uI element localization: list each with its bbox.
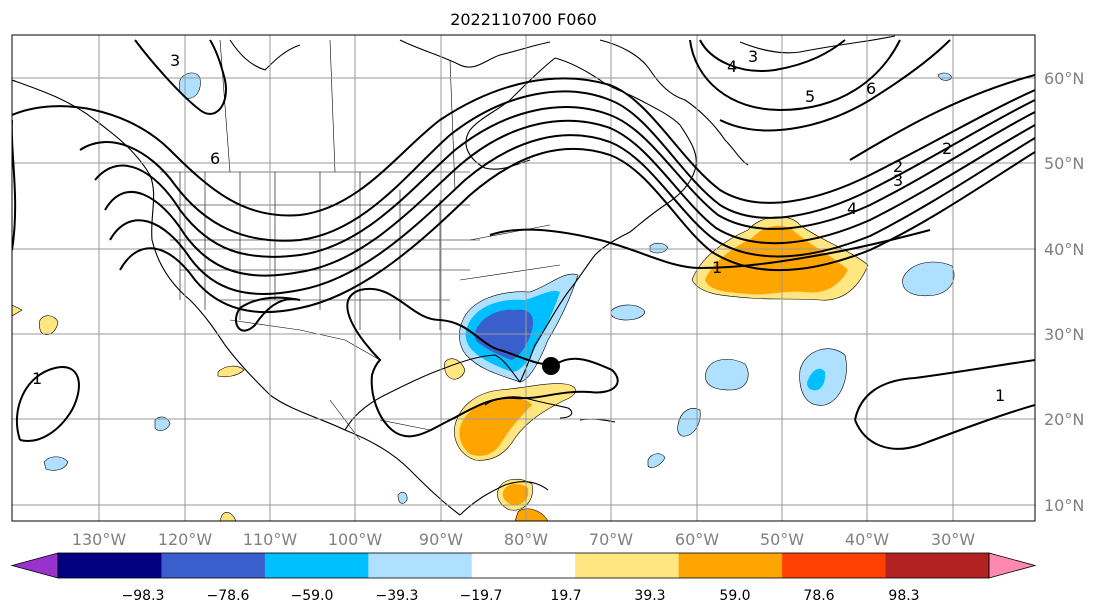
negative-anomaly-atlantic-east bbox=[902, 261, 955, 297]
negative-anomaly-florida-core bbox=[474, 309, 534, 360]
positive-anomaly-atlantic-core bbox=[705, 225, 848, 295]
contour-label: 1 bbox=[995, 386, 1005, 405]
colorbar-segment bbox=[58, 553, 162, 578]
colorbar-segment bbox=[471, 553, 576, 578]
contour-labels: 3 6 4 3 5 6 2 2 3 4 1 1 1 bbox=[32, 47, 1005, 405]
positive-anomaly-small-6 bbox=[219, 512, 237, 521]
contour-label: 5 bbox=[805, 87, 815, 106]
lon-label: 100°W bbox=[328, 530, 383, 549]
colorbar-tick-label: 19.7 bbox=[550, 588, 581, 604]
lat-label: 20°N bbox=[1044, 410, 1084, 429]
lon-label: 130°W bbox=[72, 530, 127, 549]
colorbar-tick-label: 78.6 bbox=[803, 588, 834, 604]
colorbar-segment bbox=[368, 553, 473, 578]
colorbar-tick-label: −19.7 bbox=[460, 588, 503, 604]
colorbar-tick-label: 39.3 bbox=[634, 588, 665, 604]
contour-label: 3 bbox=[170, 51, 180, 70]
colorbar-segment bbox=[885, 553, 990, 578]
map-frame bbox=[11, 34, 1036, 522]
negative-anomaly-small-8 bbox=[397, 491, 408, 504]
colorbar bbox=[10, 552, 1037, 579]
lon-label: 90°W bbox=[419, 530, 463, 549]
colorbar-segment bbox=[161, 553, 266, 578]
negative-anomaly-small-2 bbox=[649, 242, 669, 254]
colorbar-tick-label: 98.3 bbox=[888, 588, 919, 604]
lon-label: 30°W bbox=[931, 530, 975, 549]
colorbar-tick-label: −98.3 bbox=[122, 588, 165, 604]
colorbar-extend-low bbox=[10, 552, 59, 579]
colorbar-tick-label: −39.3 bbox=[376, 588, 419, 604]
colorbar-segment bbox=[264, 553, 369, 578]
lon-label: 50°W bbox=[760, 530, 804, 549]
height-contours bbox=[12, 39, 1035, 450]
contour-label: 4 bbox=[727, 57, 737, 76]
contour-label: 6 bbox=[210, 149, 220, 168]
colorbar-tick-label: −78.6 bbox=[207, 588, 250, 604]
colorbar-tick-labels: −98.3 −78.6 −59.0 −39.3 −19.7 19.7 39.3 … bbox=[122, 588, 920, 604]
contour-label: 4 bbox=[847, 199, 857, 218]
lat-label: 40°N bbox=[1044, 240, 1084, 259]
latitude-labels: 60°N 50°N 40°N 30°N 20°N 10°N bbox=[1044, 69, 1084, 515]
positive-anomaly-small-5 bbox=[12, 304, 23, 317]
colorbar-segment bbox=[782, 553, 887, 578]
colorbar-tick-label: 59.0 bbox=[719, 588, 750, 604]
lon-label: 40°W bbox=[845, 530, 889, 549]
contour-label: 2 bbox=[893, 157, 903, 176]
lat-label: 10°N bbox=[1044, 496, 1084, 515]
lon-label: 110°W bbox=[243, 530, 298, 549]
contour-label: 1 bbox=[32, 369, 42, 388]
lon-label: 70°W bbox=[589, 530, 633, 549]
lat-label: 50°N bbox=[1044, 154, 1084, 173]
negative-anomaly-atlantic-mid bbox=[705, 359, 749, 391]
colorbar-segment bbox=[575, 553, 680, 578]
lon-label: 80°W bbox=[504, 530, 548, 549]
colorbar-extend-high bbox=[988, 552, 1037, 579]
colorbar-frame bbox=[57, 552, 990, 579]
positive-anomaly-small-7 bbox=[514, 508, 549, 521]
negative-anomaly-small-6 bbox=[154, 416, 171, 431]
contour-label: 6 bbox=[866, 79, 876, 98]
negative-anomaly-small-3 bbox=[677, 408, 701, 437]
contour-label: 3 bbox=[893, 171, 903, 190]
contour-label: 1 bbox=[712, 258, 722, 277]
lat-label: 60°N bbox=[1044, 69, 1084, 88]
negative-anomaly-small-7 bbox=[647, 453, 666, 468]
positive-anomaly-caribbean-core bbox=[459, 398, 532, 456]
negative-anomaly-small-5 bbox=[43, 456, 69, 471]
colorbar-tick-label: −59.0 bbox=[291, 588, 334, 604]
longitude-labels: 130°W 120°W 110°W 100°W 90°W 80°W 70°W 6… bbox=[72, 530, 975, 549]
contour-label: 2 bbox=[942, 139, 952, 158]
map-title: 2022110700 F060 bbox=[450, 10, 597, 29]
positive-anomaly-small-2 bbox=[217, 365, 245, 378]
colorbar-segment bbox=[678, 553, 783, 578]
map-area: 3 6 4 3 5 6 2 2 3 4 1 1 1 bbox=[12, 35, 1035, 521]
lon-label: 120°W bbox=[158, 530, 213, 549]
storm-center-marker bbox=[542, 357, 560, 375]
lon-label: 60°W bbox=[675, 530, 719, 549]
contour-label: 3 bbox=[748, 47, 758, 66]
lat-label: 30°N bbox=[1044, 325, 1084, 344]
